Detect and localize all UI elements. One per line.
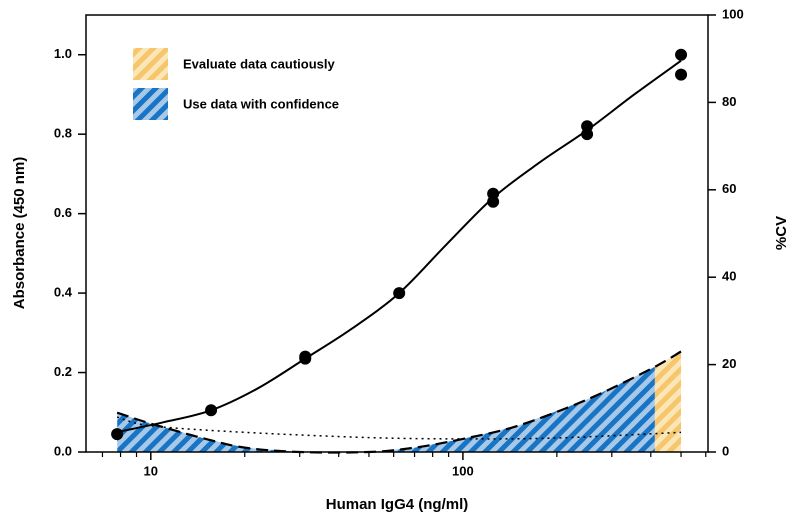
y-tick-label: 0.0 (54, 443, 72, 458)
data-point (675, 48, 688, 61)
plot-frame (85, 14, 709, 453)
y2-tick-label: 80 (722, 94, 736, 109)
data-point (675, 68, 688, 81)
data-point (581, 120, 594, 133)
data-point (487, 187, 500, 200)
y2-tick-label: 0 (722, 443, 729, 458)
y-tick-label: 0.6 (54, 205, 72, 220)
y2-tick-label: 100 (722, 6, 744, 21)
dotted-curve (116, 416, 682, 440)
data-point (393, 287, 406, 300)
legend-swatch (133, 48, 168, 80)
y-tick-label: 0.2 (54, 364, 72, 379)
y-tick-label: 0.8 (54, 126, 72, 141)
region (117, 351, 655, 452)
region (654, 351, 682, 452)
legend-label: Evaluate data cautiously (183, 56, 335, 71)
fit-curve (116, 59, 682, 434)
y-tick-label: 0.4 (54, 285, 73, 300)
data-point (299, 350, 312, 363)
x-axis-label: Human IgG4 (ng/ml) (326, 496, 469, 513)
y2-tick-label: 60 (722, 181, 736, 196)
legend-swatch (133, 88, 168, 120)
legend-label: Use data with confidence (183, 96, 339, 111)
cv-curve (116, 350, 682, 454)
data-point (205, 404, 218, 417)
x-tick-label: 100 (452, 463, 474, 478)
y2-tick-label: 20 (722, 356, 736, 371)
y-axis-label: Absorbance (450 nm) (11, 157, 28, 310)
y-tick-label: 1.0 (54, 46, 72, 61)
x-tick-label: 10 (144, 463, 158, 478)
y2-tick-label: 40 (722, 269, 736, 284)
y2-axis-label: %CV (773, 216, 790, 250)
data-point (111, 428, 124, 441)
